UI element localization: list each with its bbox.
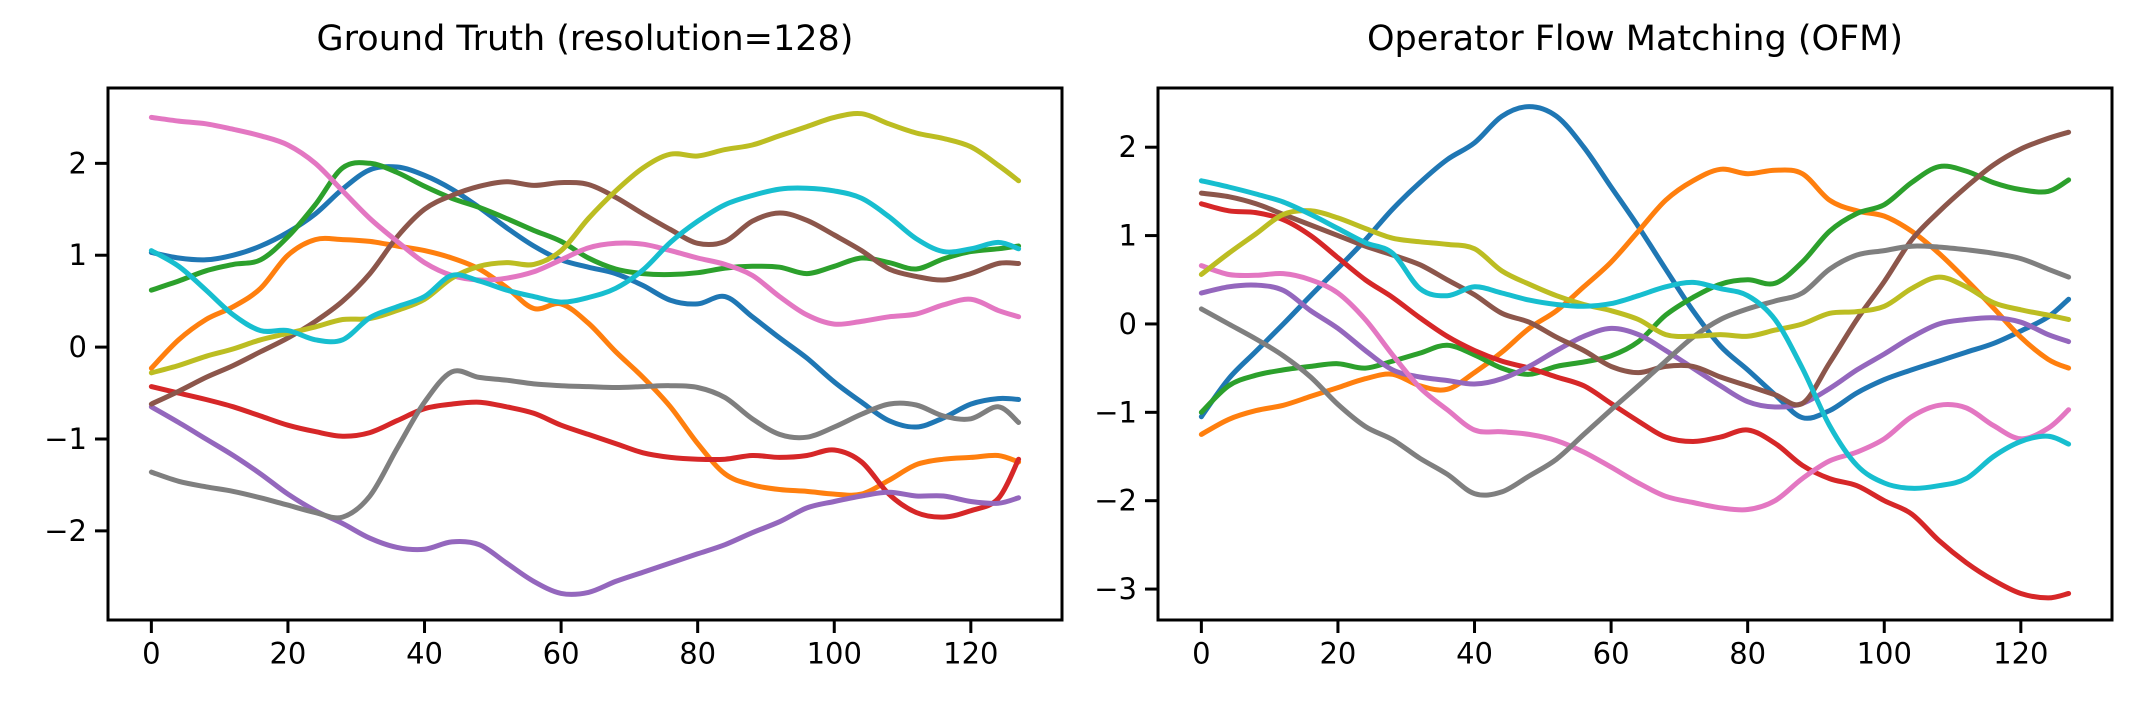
line-sample-4-red — [148, 384, 1022, 520]
x-tick-label: 20 — [1319, 637, 1356, 671]
line-sample-7-pink — [148, 114, 1022, 327]
axes-spines — [106, 86, 1064, 622]
line-sample-3-green — [1198, 163, 2072, 415]
ground-truth-title: Ground Truth (resolution=128) — [316, 19, 854, 59]
x-tick-label: 60 — [1593, 637, 1630, 671]
x-tick-label: 120 — [1993, 637, 2048, 671]
line-sample-10-cyan — [1198, 178, 2072, 491]
line-sample-5-purple — [1198, 282, 2072, 410]
y-tick-label: −1 — [44, 422, 87, 456]
line-sample-9-olive — [1198, 208, 2072, 340]
y-tick-label: −2 — [44, 514, 87, 548]
line-sample-3-green — [148, 160, 1022, 293]
x-tick-label: 60 — [543, 637, 580, 671]
y-tick-label: 1 — [69, 238, 87, 272]
line-sample-1-blue — [1198, 104, 2072, 421]
line-series-group — [1198, 104, 2072, 601]
x-tick-label: 100 — [1857, 637, 1912, 671]
line-sample-6-brown — [1198, 129, 2072, 408]
ground-truth-axes: 0 20 40 60 80 100 120 2 1 0 −1 −2 — [44, 86, 1064, 671]
line-sample-8-gray — [1198, 243, 2072, 498]
x-tick-label: 120 — [943, 637, 998, 671]
y-tick-label: −1 — [1094, 395, 1137, 429]
y-tick-label: 2 — [1119, 130, 1137, 164]
x-tick-label: 0 — [1192, 637, 1210, 671]
line-sample-2-orange — [148, 235, 1022, 498]
x-tick-label: 40 — [406, 637, 443, 671]
x-tick-label: 80 — [1729, 637, 1766, 671]
y-tick-label: −2 — [1094, 484, 1137, 518]
line-sample-4-red — [1198, 201, 2072, 601]
line-sample-5-purple — [148, 404, 1022, 597]
x-tick-label: 40 — [1456, 637, 1493, 671]
x-tick-label: 80 — [679, 637, 716, 671]
line-sample-7-pink — [1198, 263, 2072, 513]
line-sample-10-cyan — [148, 185, 1022, 345]
y-tick-label: 2 — [69, 146, 87, 180]
y-tick-label: 0 — [69, 330, 87, 364]
ofm-axes: 0 20 40 60 80 100 120 2 1 0 −1 −2 −3 — [1094, 86, 2114, 671]
line-sample-8-gray — [148, 368, 1022, 521]
x-tick-label: 20 — [269, 637, 306, 671]
x-tick-label: 100 — [807, 637, 862, 671]
y-tick-label: −3 — [1094, 572, 1137, 606]
y-tick-label: 1 — [1119, 219, 1137, 253]
axes-spines — [1156, 86, 2114, 622]
ofm-title: Operator Flow Matching (OFM) — [1366, 19, 1904, 59]
x-tick-label: 0 — [142, 637, 160, 671]
line-series-group — [148, 110, 1022, 597]
y-tick-label: 0 — [1119, 307, 1137, 341]
